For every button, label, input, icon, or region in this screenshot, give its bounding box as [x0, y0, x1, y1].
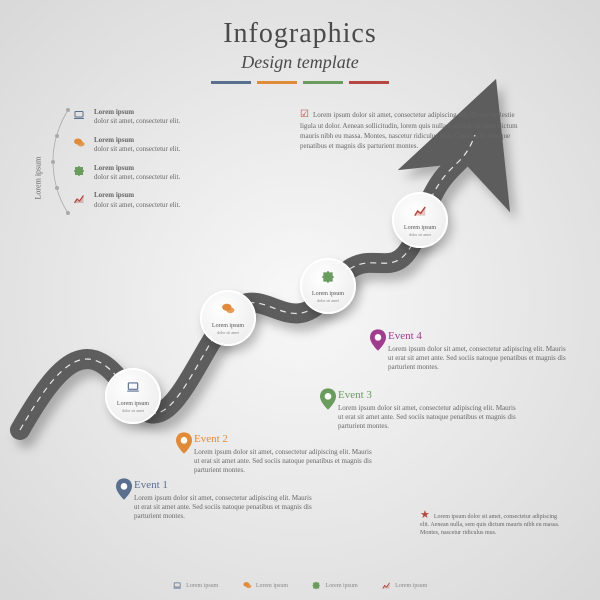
footer-item: Lorem ipsum — [242, 581, 288, 590]
speech-icon — [72, 137, 86, 152]
legend-item-text: dolor sit amet, consectetur elit. — [94, 173, 180, 181]
event-block: Event 3 Lorem ipsum dolor sit amet, cons… — [338, 388, 518, 432]
footer-item-label: Lorem ipsum — [256, 583, 288, 589]
footnote-block: ★Lorem ipsum dolor sit amet, consectetur… — [420, 508, 560, 538]
puzzle-icon — [321, 270, 335, 288]
star-icon: ★ — [420, 509, 430, 521]
footer-item: Lorem ipsum — [173, 581, 219, 590]
node-label: Lorem ipsum — [312, 291, 344, 297]
laptop-icon — [72, 109, 86, 124]
puzzle-icon — [72, 165, 86, 180]
map-pin-icon — [116, 478, 130, 492]
legend-item: Lorem ipsumdolor sit amet, consectetur e… — [72, 108, 180, 126]
legend-item-title: Lorem ipsum — [94, 191, 180, 199]
legend-item: Lorem ipsumdolor sit amet, consectetur e… — [72, 164, 180, 182]
road-node: Lorem ipsum dolor sit amet — [300, 258, 356, 314]
legend-item-text: dolor sit amet, consectetur elit. — [94, 117, 180, 125]
footer-item: Lorem ipsum — [382, 581, 428, 590]
legend-item-title: Lorem ipsum — [94, 108, 180, 116]
footer-item: Lorem ipsum — [312, 581, 358, 590]
event-title: Event 1 — [134, 478, 314, 492]
event-title: Event 4 — [388, 329, 568, 343]
map-pin-icon — [176, 432, 190, 446]
legend-item-text: dolor sit amet, consectetur elit. — [94, 201, 180, 209]
road-node: Lorem ipsum dolor sit amet — [392, 192, 448, 248]
checkbox-icon: ☑ — [300, 109, 309, 120]
node-sublabel: dolor sit amet — [122, 408, 144, 413]
node-sublabel: dolor sit amet — [409, 232, 431, 237]
map-pin-icon — [320, 388, 334, 402]
footer-item-label: Lorem ipsum — [395, 583, 427, 589]
footer-item-label: Lorem ipsum — [186, 583, 218, 589]
node-sublabel: dolor sit amet — [217, 330, 239, 335]
road-node: Lorem ipsum dolor sit amet — [105, 368, 161, 424]
footer-item-label: Lorem ipsum — [326, 583, 358, 589]
event-text: Lorem ipsum dolor sit amet, consectetur … — [134, 494, 314, 521]
node-label: Lorem ipsum — [117, 401, 149, 407]
footer-legend: Lorem ipsum Lorem ipsum Lorem ipsum Lore… — [173, 581, 428, 590]
intro-text: ☑Lorem ipsum dolor sit amet, consectetur… — [300, 108, 520, 151]
event-text: Lorem ipsum dolor sit amet, consectetur … — [388, 345, 568, 372]
event-text: Lorem ipsum dolor sit amet, consectetur … — [194, 448, 374, 475]
chart-icon — [72, 193, 86, 208]
legend-item-title: Lorem ipsum — [94, 136, 180, 144]
map-pin-icon — [370, 329, 384, 343]
event-title: Event 3 — [338, 388, 518, 402]
legend-item: Lorem ipsumdolor sit amet, consectetur e… — [72, 136, 180, 154]
node-sublabel: dolor sit amet — [317, 298, 339, 303]
legend: Lorem ipsumdolor sit amet, consectetur e… — [72, 108, 180, 219]
road-node: Lorem ipsum dolor sit amet — [200, 290, 256, 346]
legend-item-title: Lorem ipsum — [94, 164, 180, 172]
legend-vertical-label: Lorem ipsum — [34, 157, 43, 200]
speech-icon — [221, 302, 235, 320]
event-block: Event 2 Lorem ipsum dolor sit amet, cons… — [194, 432, 374, 476]
node-label: Lorem ipsum — [404, 225, 436, 231]
event-block: Event 4 Lorem ipsum dolor sit amet, cons… — [388, 329, 568, 373]
event-title: Event 2 — [194, 432, 374, 446]
event-text: Lorem ipsum dolor sit amet, consectetur … — [338, 404, 518, 431]
legend-item-text: dolor sit amet, consectetur elit. — [94, 145, 180, 153]
legend-item: Lorem ipsum dolor sit amet, consectetur e… — [72, 191, 180, 209]
laptop-icon — [126, 380, 140, 398]
node-label: Lorem ipsum — [212, 323, 244, 329]
event-block: Event 1 Lorem ipsum dolor sit amet, cons… — [134, 478, 314, 522]
chart-icon — [413, 204, 427, 222]
